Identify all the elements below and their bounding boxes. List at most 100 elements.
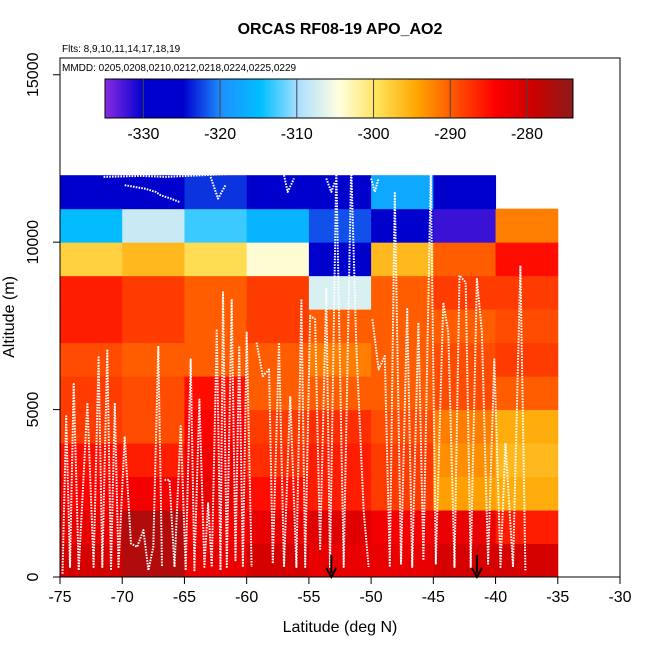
flight-track [61,345,163,574]
heatmap-cell [371,409,434,444]
heatmap-cell [122,175,185,210]
heatmap-cell [371,208,434,243]
heatmap-cell [122,208,185,243]
heatmap-cell [60,275,123,310]
heatmap-cell [246,208,310,243]
dates-note: MMDD: 0205,0208,0210,0212,0218,0224,0225… [62,63,297,74]
heatmap-cells [60,175,559,578]
heatmap-cell [371,309,434,344]
x-tick-label: -70 [111,589,134,606]
heatmap-cell [495,208,559,243]
heatmap-cell [433,409,497,444]
flight-tracks [61,164,527,574]
heatmap-cell [60,342,123,377]
heatmap-cell [60,242,123,277]
heatmap-cell [246,543,310,578]
heatmap-cell [308,242,372,277]
heatmap-cell [122,275,185,310]
heatmap-cell [246,510,310,545]
colorbar: -330 -320 -310 -300 -290 -280 [104,78,574,143]
heatmap-cell [433,543,497,578]
y-tick-label: 15000 [25,52,42,97]
heatmap-cell [433,376,497,411]
heatmap-cell [371,242,434,277]
heatmap-cell [122,242,185,277]
flight-track [124,184,180,203]
heatmap-cell [371,376,434,411]
y-tick-label: 0 [25,572,42,581]
heatmap-cell [122,409,185,444]
flight-track [103,170,291,178]
x-tick-label: -65 [173,589,196,606]
heatmap-cell [495,476,559,511]
colorbar-tick-label: -310 [281,126,313,143]
heatmap-cell [184,309,248,344]
x-tick-label: -35 [546,589,569,606]
x-tick-label: -40 [484,589,507,606]
colorbar-ramp [104,78,574,119]
flight-track [255,164,370,568]
flight-track [164,291,253,572]
heatmap-cell [495,443,559,478]
heatmap-cell [60,409,123,444]
colorbar-tick-label: -280 [511,126,543,143]
colorbar-tick-label: -290 [434,126,466,143]
heatmap-cell [122,342,185,377]
heatmap-cell [246,175,310,210]
heatmap-cell [184,175,248,210]
heatmap-cell [246,275,310,310]
colorbar-tick-label: -320 [204,126,236,143]
heatmap-cell [495,342,559,377]
heatmap-cell [246,476,310,511]
plot-frame [59,57,621,578]
x-tick-label: -60 [235,589,258,606]
heatmap-cell [495,543,559,578]
heatmap-cell [495,510,559,545]
heatmap-cell [60,309,123,344]
x-tick-label: -50 [360,589,383,606]
heatmap-cell [60,208,123,243]
heatmap-cell [433,342,497,377]
y-axis-label: Altitude (m) [1,276,18,358]
flight-track [325,178,336,193]
heatmap-cell [495,309,559,344]
heatmap-cell [433,242,497,277]
heatmap-cell [495,376,559,411]
heatmap-cell [246,309,310,344]
heatmap-cell [308,275,372,310]
flight-track [283,174,295,193]
heatmap-cell [246,242,310,277]
flight-track [370,178,380,193]
colorbar-tick-label: -330 [127,126,159,143]
heatmap-cell [308,409,372,444]
y-tick-label: 10000 [25,220,42,265]
heatmap-cell [184,275,248,310]
x-tick-label: -30 [608,589,631,606]
heatmap-cell [122,376,185,411]
heatmap-cell [184,543,248,578]
heatmap-cell [371,175,434,210]
flights-note: Flts: 8,9,10,11,14,17,18,19 [62,44,181,55]
heatmap-cell [495,409,559,444]
heatmap-cell [495,242,559,277]
heatmap-cell [308,175,372,210]
heatmap-cell [308,543,372,578]
heatmap-cell [122,309,185,344]
heatmap-cell [433,443,497,478]
heatmap-cell [371,275,434,310]
heatmap-cell [433,208,497,243]
heatmap-cell [433,175,497,210]
colorbar-tick-label: -300 [358,126,390,143]
heatmap-cell [308,208,372,243]
heatmap-cell [495,275,559,310]
heatmap-cell [60,376,123,411]
flight-track [209,176,227,200]
heatmap-cell [371,543,434,578]
y-tick-label: 5000 [25,392,42,428]
x-axis-label: Latitude (deg N) [283,619,398,636]
x-tick-label: -55 [297,589,320,606]
heatmap-cell [308,510,372,545]
x-tick-label: -45 [422,589,445,606]
heatmap-cell [122,443,185,478]
